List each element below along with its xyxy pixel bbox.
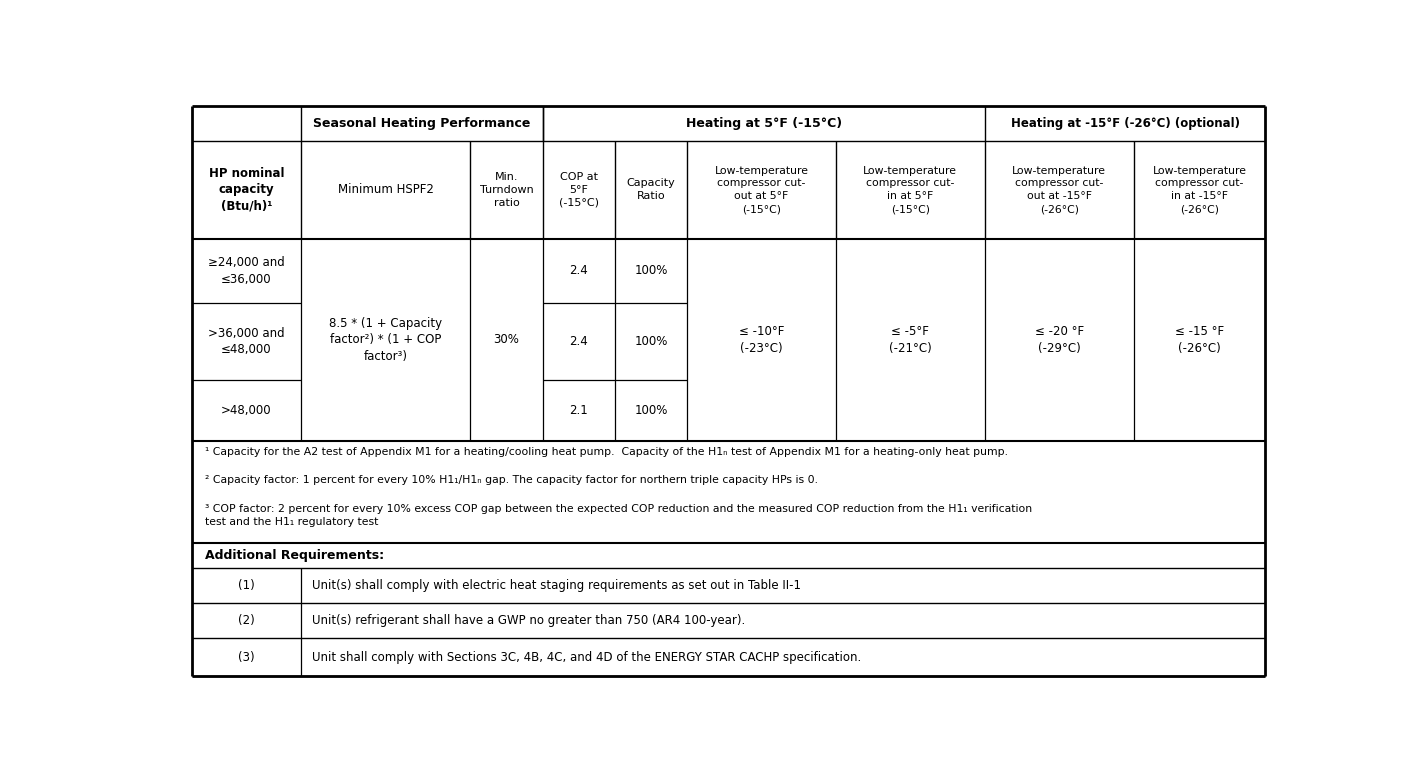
Text: 100%: 100% — [634, 404, 667, 417]
Text: Heating at -15°F (-26°C) (optional): Heating at -15°F (-26°C) (optional) — [1011, 117, 1240, 130]
Text: 100%: 100% — [634, 265, 667, 278]
Text: (3): (3) — [237, 651, 255, 664]
Text: HP nominal
capacity
(Btu/h)¹: HP nominal capacity (Btu/h)¹ — [209, 167, 284, 213]
Text: ≤ -20 °F
(-29°C): ≤ -20 °F (-29°C) — [1035, 325, 1084, 355]
Text: 2.4: 2.4 — [569, 335, 589, 348]
Text: ≤ -15 °F
(-26°C): ≤ -15 °F (-26°C) — [1175, 325, 1224, 355]
Text: Heating at 5°F (-15°C): Heating at 5°F (-15°C) — [685, 117, 842, 130]
Text: 2.1: 2.1 — [569, 404, 589, 417]
Text: ² Capacity factor: 1 percent for every 10% H1₁/H1ₙ gap. The capacity factor for : ² Capacity factor: 1 percent for every 1… — [205, 475, 818, 485]
Text: >48,000: >48,000 — [222, 404, 272, 417]
Text: Unit(s) refrigerant shall have a GWP no greater than 750 (AR4 100-year).: Unit(s) refrigerant shall have a GWP no … — [311, 614, 745, 627]
Text: Unit shall comply with Sections 3C, 4B, 4C, and 4D of the ENERGY STAR CACHP spec: Unit shall comply with Sections 3C, 4B, … — [311, 651, 862, 664]
Text: 100%: 100% — [634, 335, 667, 348]
Text: Additional Requirements:: Additional Requirements: — [205, 549, 384, 562]
Text: Capacity
Ratio: Capacity Ratio — [627, 179, 675, 201]
Text: (2): (2) — [237, 614, 255, 627]
Text: Low-temperature
compressor cut-
out at 5°F
(-15°C): Low-temperature compressor cut- out at 5… — [714, 166, 809, 214]
Text: Seasonal Heating Performance: Seasonal Heating Performance — [313, 117, 530, 130]
Text: Low-temperature
compressor cut-
in at -15°F
(-26°C): Low-temperature compressor cut- in at -1… — [1153, 166, 1247, 214]
Text: Low-temperature
compressor cut-
in at 5°F
(-15°C): Low-temperature compressor cut- in at 5°… — [863, 166, 957, 214]
Text: ≥24,000 and
≤36,000: ≥24,000 and ≤36,000 — [208, 256, 284, 285]
Text: ≤ -5°F
(-21°C): ≤ -5°F (-21°C) — [889, 325, 931, 355]
Text: Unit(s) shall comply with electric heat staging requirements as set out in Table: Unit(s) shall comply with electric heat … — [311, 579, 801, 592]
Text: COP at
5°F
(-15°C): COP at 5°F (-15°C) — [559, 172, 599, 208]
Text: 30%: 30% — [493, 333, 519, 346]
Text: >36,000 and
≤48,000: >36,000 and ≤48,000 — [208, 327, 284, 356]
Text: Minimum HSPF2: Minimum HSPF2 — [338, 183, 434, 196]
Text: ¹ Capacity for the A2 test of Appendix M1 for a heating/cooling heat pump.  Capa: ¹ Capacity for the A2 test of Appendix M… — [205, 446, 1008, 457]
Text: 8.5 * (1 + Capacity
factor²) * (1 + COP
factor³): 8.5 * (1 + Capacity factor²) * (1 + COP … — [328, 317, 442, 363]
Text: Min.
Turndown
ratio: Min. Turndown ratio — [479, 172, 533, 208]
Text: ≤ -10°F
(-23°C): ≤ -10°F (-23°C) — [739, 325, 784, 355]
Text: ³ COP factor: 2 percent for every 10% excess COP gap between the expected COP re: ³ COP factor: 2 percent for every 10% ex… — [205, 504, 1032, 527]
Text: Low-temperature
compressor cut-
out at -15°F
(-26°C): Low-temperature compressor cut- out at -… — [1012, 166, 1106, 214]
Text: (1): (1) — [237, 579, 255, 592]
Text: 2.4: 2.4 — [569, 265, 589, 278]
